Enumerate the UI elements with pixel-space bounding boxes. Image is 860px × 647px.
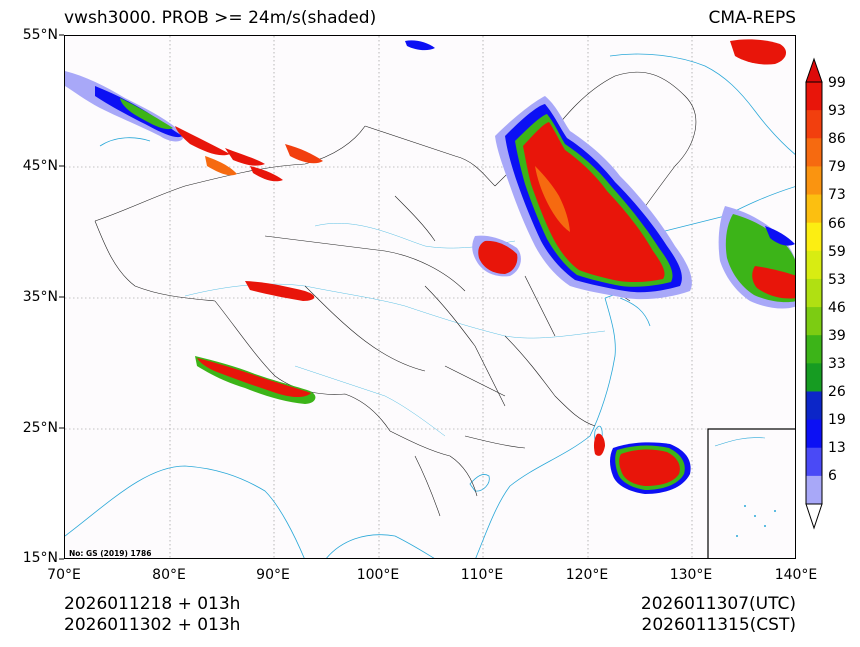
cbar-label-53: 53 bbox=[828, 272, 846, 288]
cbar-label-59: 59 bbox=[828, 244, 846, 260]
colorbar-swatch bbox=[806, 82, 822, 111]
cbar-label-19: 19 bbox=[828, 412, 846, 428]
colorbar-swatch bbox=[806, 475, 822, 505]
map-approval-note: No: GS (2019) 1786 bbox=[69, 549, 151, 558]
lon-tick-140: 140°E bbox=[774, 567, 818, 583]
map-panel: No: GS (2019) 1786 bbox=[64, 35, 796, 559]
cbar-label-93: 93 bbox=[828, 103, 846, 119]
lat-tick-45: 45°N bbox=[22, 158, 58, 174]
scs-inset bbox=[707, 428, 795, 558]
colorbar-swatches bbox=[806, 82, 822, 505]
init-time-utc: 2026011218 + 013h bbox=[64, 594, 241, 614]
lon-tick-90: 90°E bbox=[256, 567, 290, 583]
colorbar-swatch bbox=[806, 166, 822, 196]
colorbar-swatch bbox=[806, 307, 822, 336]
colorbar-swatch bbox=[806, 419, 822, 449]
lat-tick-25: 25°N bbox=[22, 420, 58, 436]
lat-tick-55: 55°N bbox=[22, 27, 58, 43]
cbar-label-66: 66 bbox=[828, 216, 846, 232]
lat-tick-15: 15°N bbox=[22, 550, 58, 566]
cbar-label-33: 33 bbox=[828, 356, 846, 372]
cbar-label-26: 26 bbox=[828, 384, 846, 400]
lat-tick-marks bbox=[59, 34, 64, 560]
cbar-label-39: 39 bbox=[828, 328, 846, 344]
colorbar-top-arrow bbox=[805, 57, 823, 83]
cbar-label-79: 79 bbox=[828, 159, 846, 175]
colorbar-bottom-arrow bbox=[805, 503, 823, 530]
cbar-label-99: 99 bbox=[828, 75, 846, 91]
lon-tick-110: 110°E bbox=[460, 567, 504, 583]
cbar-label-73: 73 bbox=[828, 187, 846, 203]
colorbar-swatch bbox=[806, 447, 822, 477]
colorbar-frame bbox=[805, 81, 823, 505]
lon-tick-100: 100°E bbox=[356, 567, 400, 583]
colorbar-swatch bbox=[806, 194, 822, 224]
cbar-label-6: 6 bbox=[828, 468, 837, 484]
graticule bbox=[65, 36, 795, 558]
valid-time-cst: 2026011315(CST) bbox=[641, 615, 796, 635]
probability-shading bbox=[65, 39, 795, 494]
lat-tick-35: 35°N bbox=[22, 289, 58, 305]
colorbar-swatch bbox=[806, 250, 822, 280]
colorbar-swatch bbox=[806, 278, 822, 308]
colorbar-swatch bbox=[806, 363, 822, 392]
lon-tick-80: 80°E bbox=[152, 567, 186, 583]
valid-time-utc: 2026011307(UTC) bbox=[640, 594, 796, 614]
init-time-cst: 2026011302 + 013h bbox=[64, 615, 241, 635]
map-title: vwsh3000. PROB >= 24m/s(shaded) bbox=[64, 8, 377, 28]
colorbar-swatch bbox=[806, 391, 822, 421]
lon-tick-130: 130°E bbox=[669, 567, 713, 583]
cbar-label-13: 13 bbox=[828, 440, 846, 456]
cbar-label-86: 86 bbox=[828, 131, 846, 147]
cbar-label-46: 46 bbox=[828, 300, 846, 316]
colorbar-swatch bbox=[806, 110, 822, 139]
map-canvas: No: GS (2019) 1786 bbox=[65, 36, 795, 558]
model-name: CMA-REPS bbox=[708, 8, 796, 28]
colorbar-swatch bbox=[806, 222, 822, 252]
colorbar-swatch bbox=[806, 138, 822, 167]
colorbar-swatch bbox=[806, 335, 822, 364]
colorbar bbox=[805, 57, 823, 530]
lon-tick-70: 70°E bbox=[47, 567, 81, 583]
lon-tick-120: 120°E bbox=[565, 567, 609, 583]
